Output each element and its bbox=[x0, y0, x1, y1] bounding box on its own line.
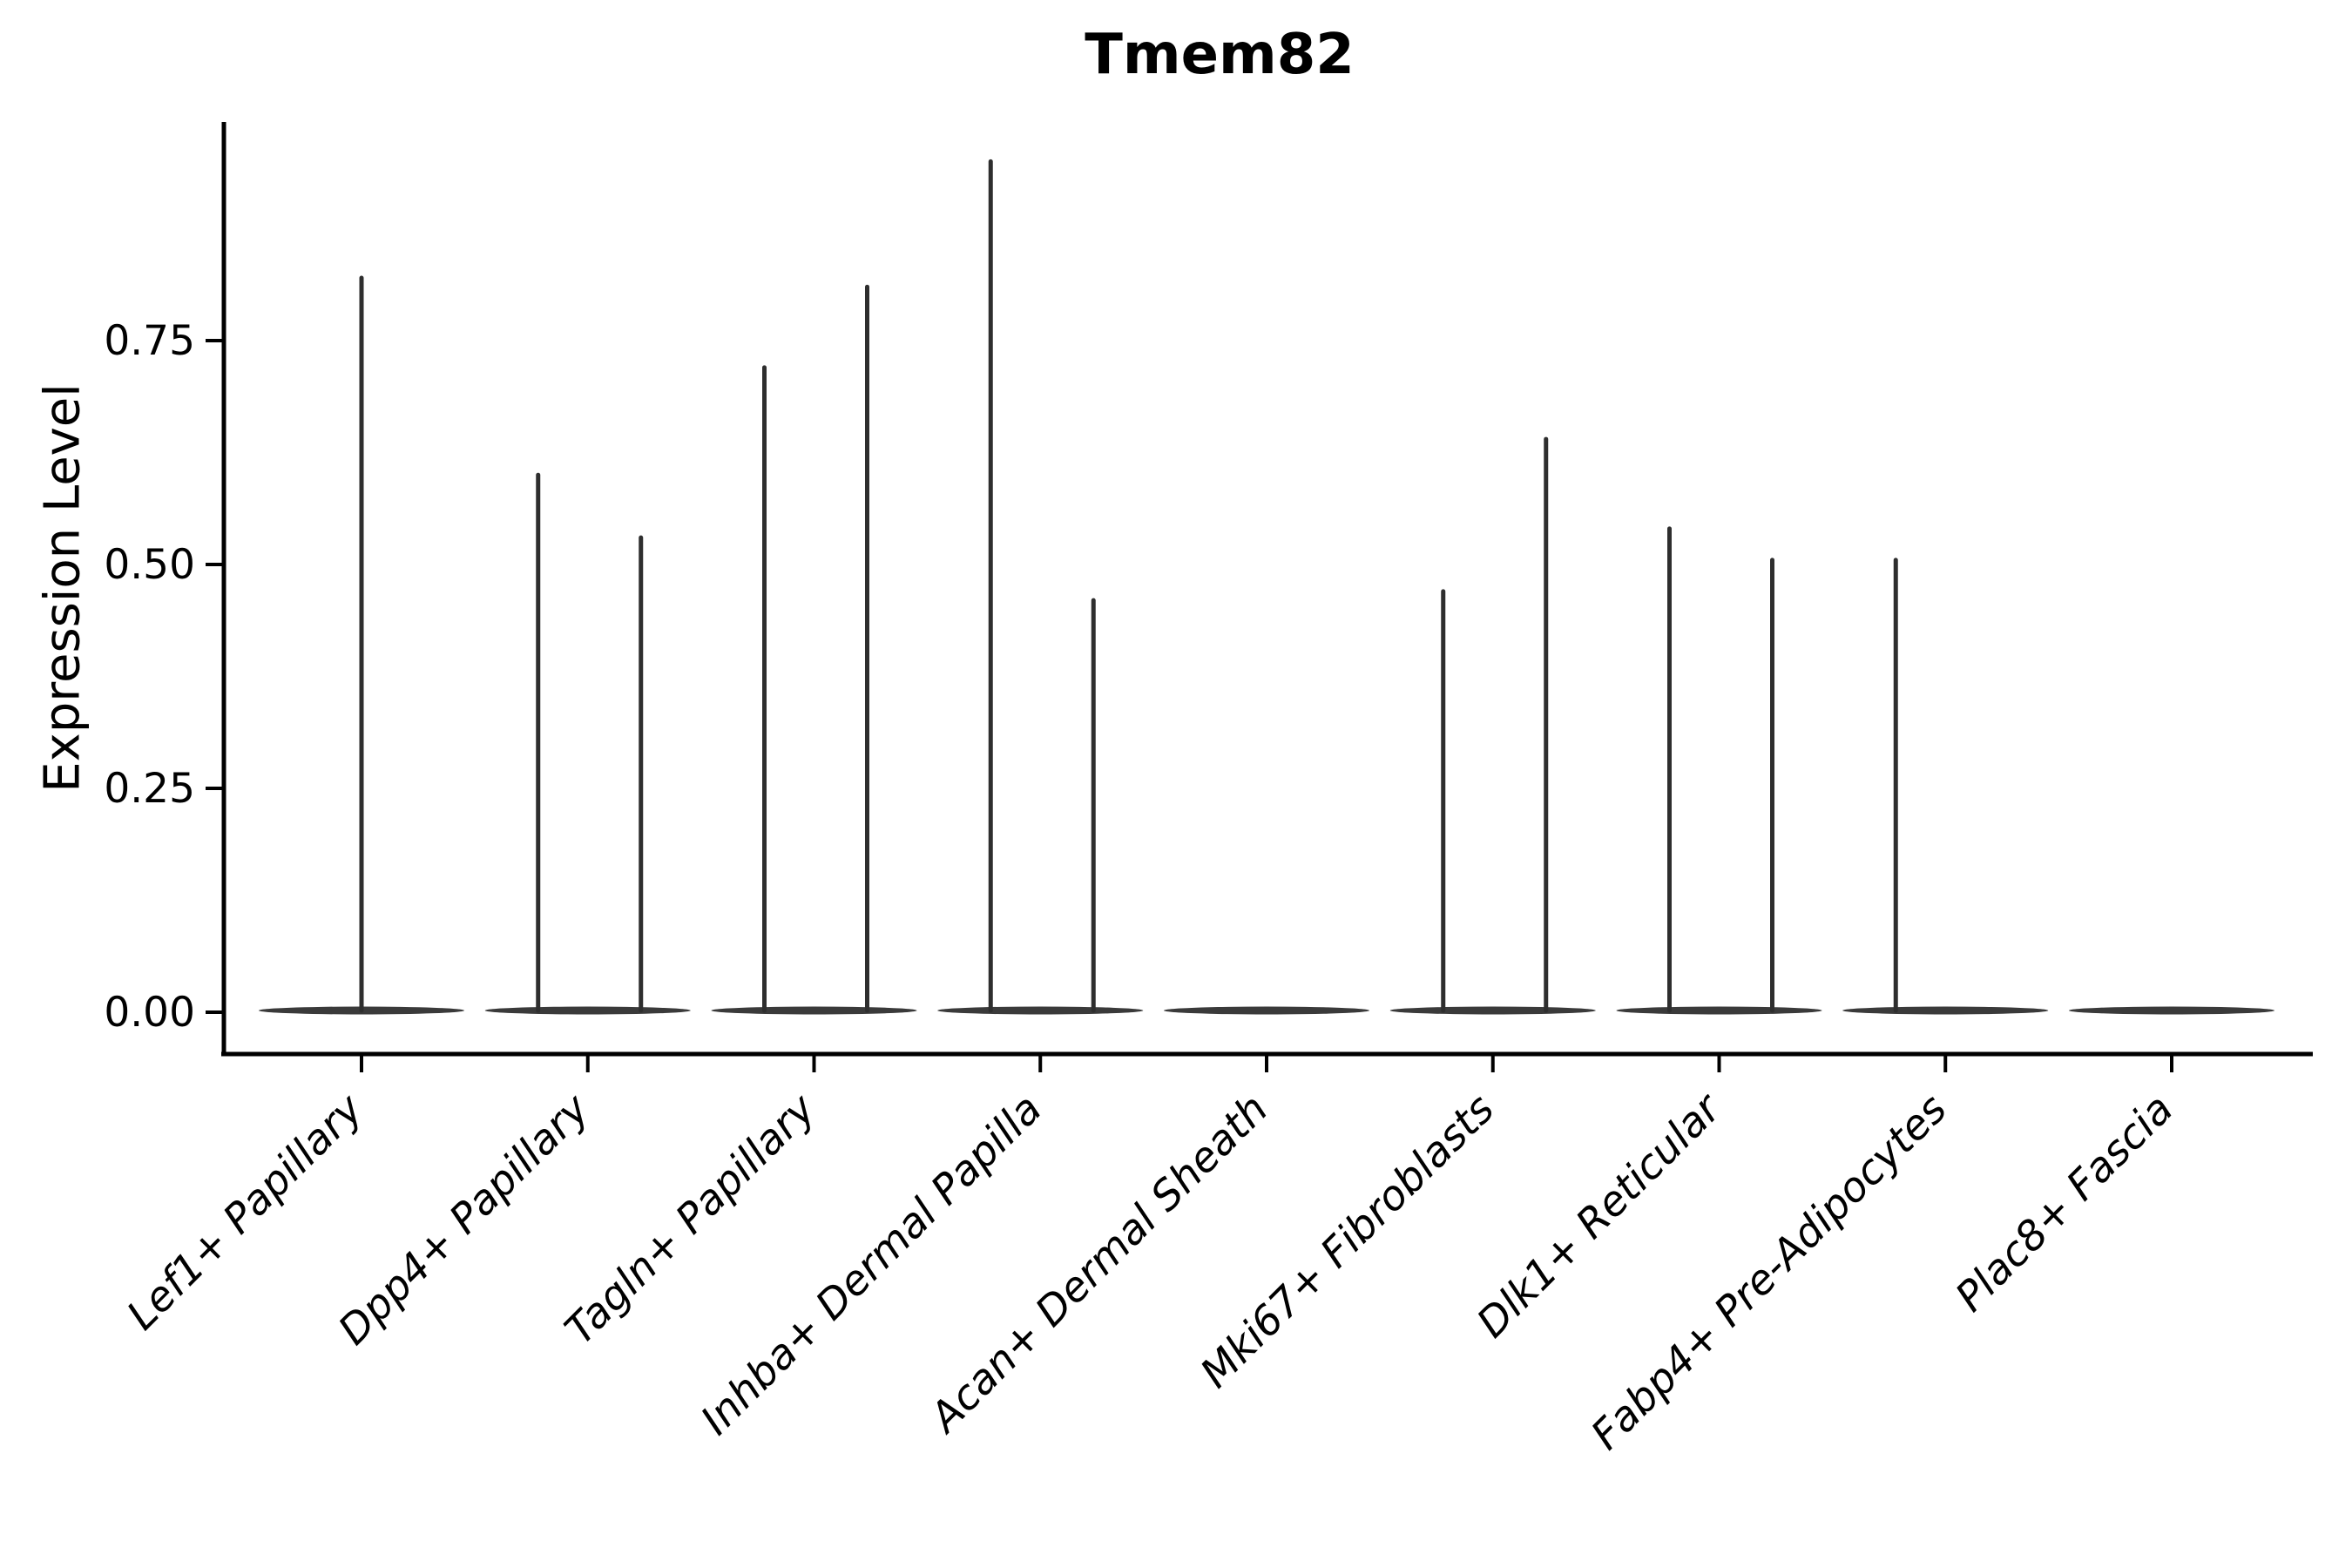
y-axis-label: Expression Level bbox=[34, 383, 91, 793]
y-tick-label: 0.50 bbox=[104, 541, 195, 589]
x-tick-label: Dlk1+ Reticular bbox=[1468, 1084, 1732, 1348]
violin-base bbox=[1842, 1006, 2049, 1015]
x-tick-label: Dpp4+ Papillary bbox=[329, 1085, 599, 1355]
violin-base bbox=[1616, 1006, 1822, 1015]
y-tick-label: 0.00 bbox=[104, 989, 195, 1037]
y-tick-label: 0.75 bbox=[104, 317, 195, 365]
y-tick-label: 0.25 bbox=[104, 765, 195, 813]
violin-base bbox=[1164, 1006, 1369, 1015]
x-tick-label: Fabp4+ Pre-Adipocytes bbox=[1582, 1085, 1956, 1459]
violin-base bbox=[484, 1006, 691, 1015]
violin-base bbox=[711, 1006, 917, 1015]
x-tick-label: Lef1+ Papillary bbox=[118, 1085, 373, 1340]
violin-base bbox=[2069, 1006, 2274, 1015]
chart-title: Tmem82 bbox=[1085, 23, 1355, 87]
x-tick-label: Plac8+ Fascia bbox=[1946, 1085, 2182, 1321]
violin-base bbox=[1389, 1006, 1596, 1015]
violin-base bbox=[937, 1006, 1144, 1015]
x-tick-label: Tagln+ Papillary bbox=[556, 1085, 826, 1355]
